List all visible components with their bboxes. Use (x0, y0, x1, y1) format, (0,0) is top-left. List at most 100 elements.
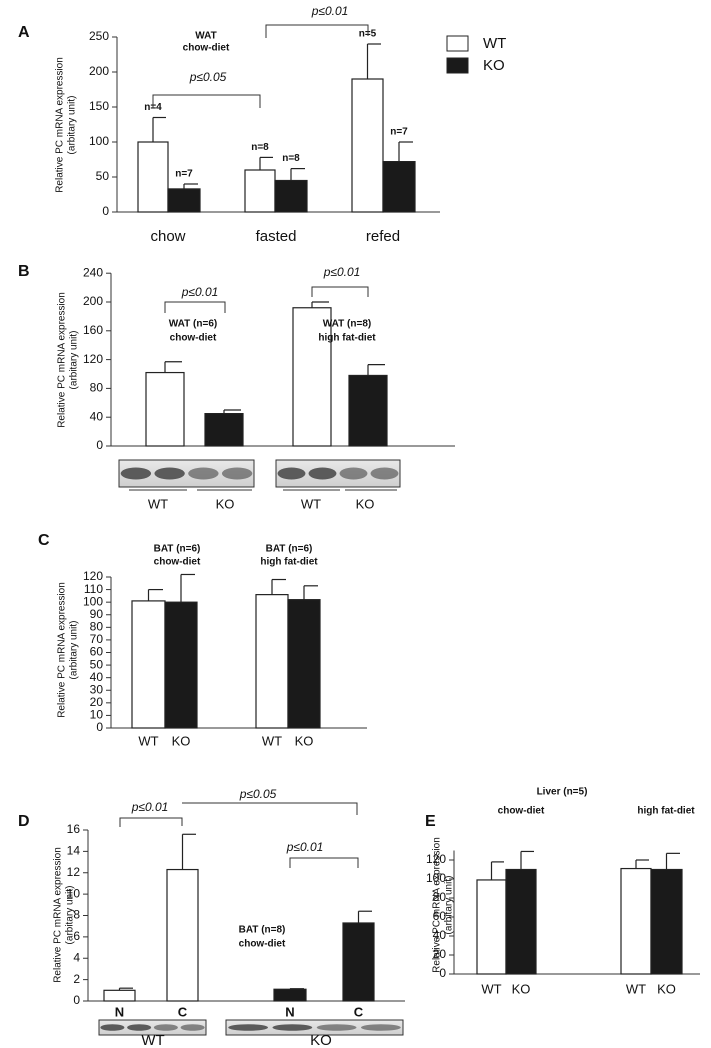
y-tick-label: 110 (84, 582, 103, 596)
x-tick-label: high fat-diet (637, 806, 695, 817)
y-tick-label: 160 (83, 323, 103, 337)
bar (137, 141, 169, 213)
y-tick-label: 200 (89, 64, 109, 78)
y-tick-label: 20 (90, 695, 104, 709)
bar (348, 374, 388, 447)
y-tick-label: 4 (73, 950, 80, 964)
bar (103, 989, 136, 1002)
significance-label: p≤0.01 (286, 840, 324, 854)
legend-label: KO (483, 57, 505, 74)
y-tick-label: 0 (96, 720, 103, 734)
chart-title: WAT (195, 31, 216, 42)
panel-label: B (18, 263, 30, 280)
y-tick-label: 80 (433, 890, 447, 904)
significance-bracket (164, 301, 226, 313)
y-tick-label: 0 (73, 993, 80, 1007)
y-axis-label: Relative PC mRNA expression (53, 847, 64, 983)
bar (650, 868, 683, 975)
y-tick-label: 0 (102, 204, 109, 218)
y-tick-label: 30 (90, 682, 104, 696)
blot-band (180, 1024, 205, 1031)
y-tick-label: 40 (433, 928, 447, 942)
x-tick-label: N (285, 1004, 294, 1019)
blot-band (339, 467, 368, 480)
bar (351, 78, 384, 213)
bar-label: KO (172, 733, 191, 748)
y-tick-label: 240 (83, 265, 103, 279)
bar (505, 868, 537, 975)
bar (167, 188, 201, 213)
x-tick-label: refed (366, 228, 400, 245)
bar-label: KO (657, 981, 676, 996)
panel-label: E (425, 813, 436, 830)
bar (166, 868, 199, 1002)
n-label: n=7 (390, 127, 408, 138)
y-axis-label: (arbitary unit) (69, 621, 80, 680)
y-tick-label: 14 (67, 844, 81, 858)
significance-bracket (152, 94, 261, 108)
y-axis-label: (arbitary unit) (67, 96, 78, 155)
x-tick-label: N (115, 1004, 124, 1019)
western-blot (225, 1019, 404, 1036)
significance-bracket (119, 817, 183, 827)
y-axis-label: Relative PC mRNA expression (432, 837, 443, 973)
blot-band (154, 467, 185, 480)
blot-band (221, 467, 253, 480)
chart-panel: B Relative PC mRNA expression (arbitary un… (18, 263, 455, 511)
y-tick-label: 60 (90, 645, 104, 659)
blot-label: KO (356, 496, 375, 511)
group-label: chow-diet (170, 333, 217, 344)
y-tick-label: 100 (426, 871, 446, 885)
legend-swatch (446, 57, 469, 74)
chart-panel: C Relative PC mRNA expression (arbitary un… (38, 532, 367, 748)
bar (476, 879, 507, 975)
panel-label: C (38, 532, 50, 549)
blot-band (153, 1024, 178, 1031)
y-tick-label: 40 (90, 670, 104, 684)
chart-panel: E Relative PC mRNA expression (arbitary un… (425, 787, 700, 996)
bar (164, 601, 198, 729)
blot-label: WT (141, 1032, 164, 1048)
western-blot (98, 1019, 207, 1036)
blot-band (188, 467, 219, 480)
significance-label: p≤0.05 (189, 70, 227, 84)
y-tick-label: 60 (433, 909, 447, 923)
y-tick-label: 80 (90, 381, 104, 395)
significance-label: p≤0.01 (323, 265, 361, 279)
y-tick-label: 90 (90, 607, 104, 621)
significance-bracket (311, 286, 369, 297)
chart-title: Liver (n=5) (537, 787, 588, 798)
y-axis-label: (arbitary unit) (69, 331, 80, 390)
bar-label: WT (262, 733, 282, 748)
x-tick-label: chow (150, 228, 185, 245)
blot-band (228, 1024, 269, 1031)
bar-label: KO (295, 733, 314, 748)
y-tick-label: 8 (73, 908, 80, 922)
bar (244, 169, 276, 213)
chart-panel: A Relative PC mRNA expression (arbitary un… (18, 4, 506, 245)
blot-band (272, 1024, 313, 1031)
blot-band (308, 467, 337, 480)
y-tick-label: 200 (83, 294, 103, 308)
x-tick-label: C (354, 1004, 364, 1019)
group-label: chow-diet (239, 939, 286, 950)
x-tick-label: C (178, 1004, 188, 1019)
group-label: high fat-diet (318, 333, 376, 344)
bar (620, 867, 652, 975)
blot-band (127, 1024, 152, 1031)
significance-label: p≤0.01 (311, 4, 349, 18)
blot-band (370, 467, 399, 480)
y-tick-label: 50 (90, 657, 104, 671)
y-tick-label: 100 (89, 134, 109, 148)
panel-label: A (18, 24, 30, 41)
x-tick-label: fasted (256, 228, 297, 245)
x-tick-label: chow-diet (498, 806, 545, 817)
bar (287, 599, 321, 729)
bar (131, 600, 166, 729)
panel-label: D (18, 813, 30, 830)
bar (274, 179, 308, 213)
significance-label: p≤0.01 (181, 285, 219, 299)
group-label: chow-diet (154, 557, 201, 568)
bar (273, 988, 307, 1002)
